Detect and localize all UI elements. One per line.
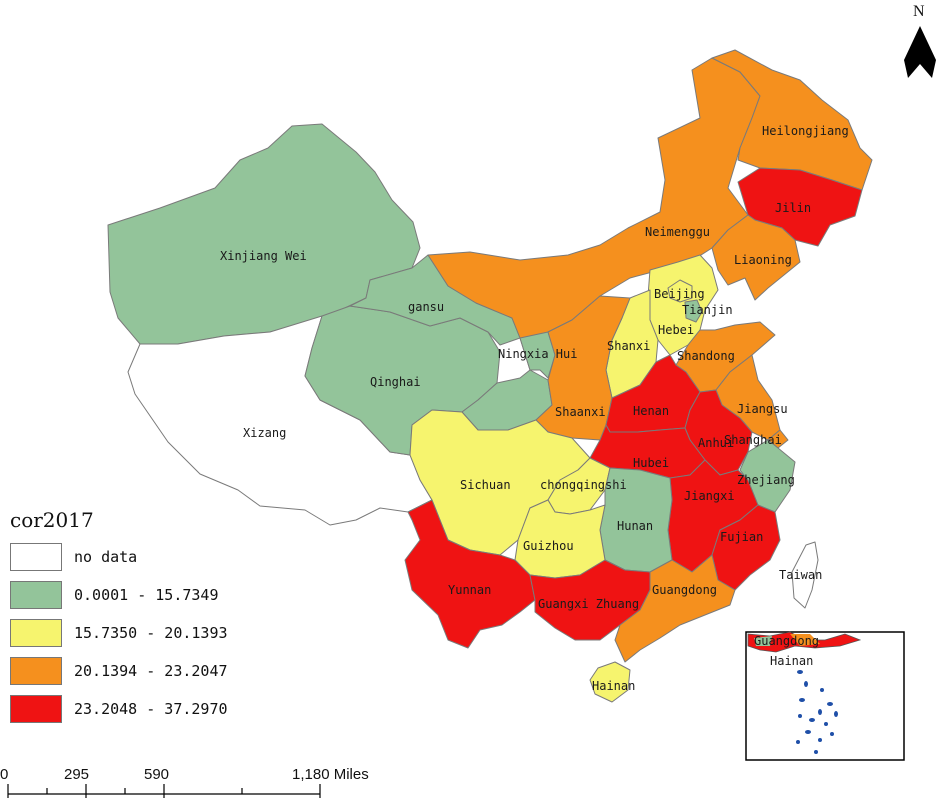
legend-swatch — [10, 543, 62, 571]
scale-tick-2: 590 — [144, 766, 169, 783]
label-guizhou: Guizhou — [523, 539, 574, 553]
legend-swatch — [10, 695, 62, 723]
legend-title: cor2017 — [10, 508, 94, 532]
label-hunan: Hunan — [617, 519, 653, 533]
label-guangdong: Guangdong — [652, 583, 717, 597]
north-arrow-label: N — [913, 3, 925, 20]
label-tianjin: Tianjin — [682, 303, 733, 317]
label-gansu: gansu — [408, 300, 444, 314]
inset-label-hainan: Hainan — [770, 654, 813, 668]
south-china-sea-inset: Guangdong Hainan — [745, 631, 905, 761]
label-guangxi: Guangxi Zhuang — [538, 597, 639, 611]
label-beijing: Beijing — [654, 287, 705, 301]
north-arrow-icon — [904, 26, 936, 78]
label-hubei: Hubei — [633, 456, 669, 470]
label-jilin: Jilin — [775, 201, 811, 215]
label-ningxia: Ningxia Hui — [498, 347, 577, 361]
province-guangdong[interactable] — [614, 554, 736, 663]
label-neimenggu: Neimenggu — [645, 225, 710, 239]
province-taiwan[interactable] — [791, 541, 819, 609]
label-heilongjiang: Heilongjiang — [762, 124, 849, 138]
scale-tick-3: 1,180 Miles — [292, 766, 369, 783]
label-chongqing: chongqingshi — [540, 478, 627, 492]
province-liaoning[interactable] — [711, 214, 801, 301]
label-anhui: Anhui — [698, 436, 734, 450]
label-jiangsu: Jiangsu — [737, 402, 788, 416]
province-hainan[interactable] — [589, 661, 631, 703]
label-sichuan: Sichuan — [460, 478, 511, 492]
province-yunnan[interactable] — [404, 499, 536, 649]
north-arrow: N — [904, 3, 936, 78]
label-shaanxi: Shaanxi — [555, 405, 606, 419]
label-taiwan: Taiwan — [779, 568, 822, 582]
inset-guangdong-shape — [790, 634, 820, 646]
legend-item-class-1: 0.0001 - 15.7349 — [10, 578, 228, 612]
label-fujian: Fujian — [720, 530, 763, 544]
label-shandong: Shandong — [677, 349, 735, 363]
inset-green-shape — [754, 636, 772, 646]
legend-swatch — [10, 619, 62, 647]
label-qinghai: Qinghai — [370, 375, 421, 389]
legend-swatch — [10, 657, 62, 685]
label-henan: Henan — [633, 404, 669, 418]
legend-label: 0.0001 - 15.7349 — [74, 586, 219, 604]
province-labels: Xinjiang Wei Xizang Qinghai gansu Neimen… — [220, 124, 849, 693]
province-tianjin[interactable] — [684, 299, 703, 323]
label-jiangxi: Jiangxi — [684, 489, 735, 503]
label-xinjiang: Xinjiang Wei — [220, 249, 307, 263]
legend-label: 20.1394 - 23.2047 — [74, 662, 228, 680]
label-shanxi: Shanxi — [607, 339, 650, 353]
scale-tick-0: 0 — [0, 766, 8, 783]
provinces-layer — [107, 49, 873, 703]
inset-islands — [796, 670, 838, 754]
inset-frame — [745, 631, 905, 761]
legend-label: 23.2048 - 37.2970 — [74, 700, 228, 718]
label-yunnan: Yunnan — [448, 583, 491, 597]
scale-bar: 0 295 590 1,180 Miles — [0, 766, 369, 798]
scale-tick-1: 295 — [64, 766, 89, 783]
label-liaoning: Liaoning — [734, 253, 792, 267]
province-beijing[interactable] — [667, 279, 693, 303]
label-zhejiang: Zhejiang — [737, 473, 795, 487]
legend-swatch — [10, 581, 62, 609]
label-xizang: Xizang — [243, 426, 286, 440]
label-hainan: Hainan — [592, 679, 635, 693]
legend-item-class-3: 20.1394 - 23.2047 — [10, 654, 228, 688]
inset-label-guangdong: Guangdong — [754, 634, 819, 648]
label-hebei: Hebei — [658, 323, 694, 337]
legend: cor2017 no data 0.0001 - 15.7349 15.7350… — [10, 508, 228, 730]
legend-label: 15.7350 - 20.1393 — [74, 624, 228, 642]
scale-bar-ticks — [7, 784, 321, 798]
legend-item-class-2: 15.7350 - 20.1393 — [10, 616, 228, 650]
legend-label: no data — [74, 548, 138, 566]
label-shanghai: Shanghai — [724, 433, 782, 447]
legend-item-no-data: no data — [10, 540, 228, 574]
legend-item-class-4: 23.2048 - 37.2970 — [10, 692, 228, 726]
